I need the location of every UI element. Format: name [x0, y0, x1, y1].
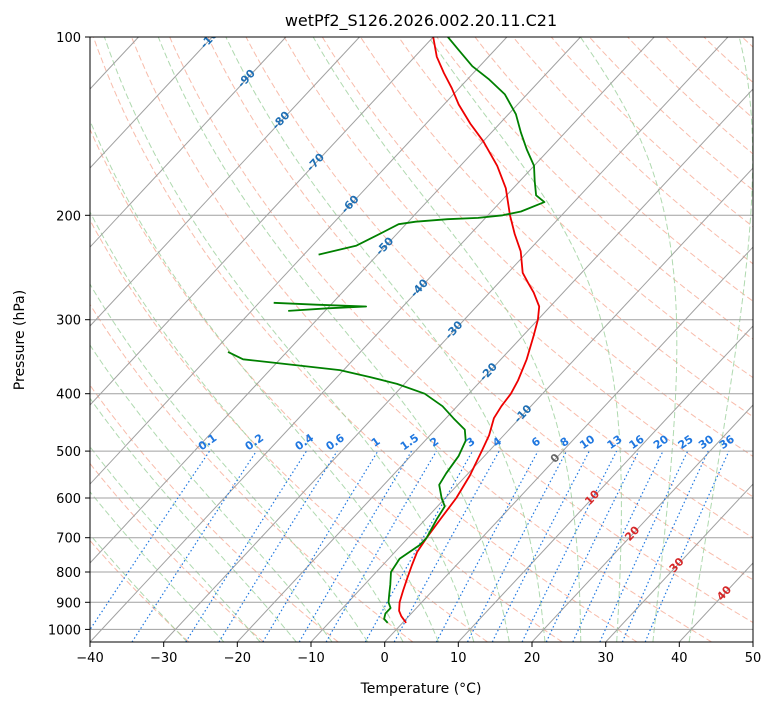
dry-adiabat-line: [436, 37, 753, 340]
isotherm-line: [90, 37, 434, 406]
y-tick-label: 100: [56, 31, 81, 46]
y-tick-label: 700: [56, 532, 81, 547]
moist-adiabat-line: [579, 37, 678, 642]
isotherm-line: [236, 88, 753, 642]
isotherm-line: [384, 246, 753, 642]
moist-adiabat-line: [157, 37, 510, 642]
mixing-ratio-line: [435, 450, 539, 642]
y-tick-label: 1000: [48, 623, 81, 638]
isotherm-line: [90, 37, 581, 564]
mixing-ratio-line: [521, 450, 618, 642]
isotherm-line: [163, 37, 729, 642]
y-tick-label: 800: [56, 566, 81, 581]
moist-adiabat-line: [90, 397, 297, 642]
x-axis: −40 −30 −20 −10 0 10 20 30 40 50: [76, 642, 761, 666]
x-tick-label: −10: [297, 651, 324, 666]
isobars: [90, 37, 753, 630]
x-tick-label: 0: [381, 651, 389, 666]
dewpoint-top-trace: [318, 37, 546, 256]
moist-adiabat-line: [90, 533, 188, 642]
isotherm-line: [90, 37, 213, 169]
x-axis-title: Temperature (°C): [360, 681, 482, 697]
dry-adiabat-line: [474, 37, 753, 302]
mixing-ratio-line: [393, 450, 500, 642]
y-axis: 100 200 300 400 500 600 700 800 900 1000: [48, 31, 90, 638]
moist-adiabats: [90, 37, 753, 642]
dry-adiabat-line: [131, 37, 712, 642]
y-tick-label: 500: [56, 445, 81, 460]
isotherms: [90, 37, 753, 642]
y-tick-label: 900: [56, 596, 81, 611]
x-tick-label: −20: [224, 651, 251, 666]
isotherm-line: [310, 167, 753, 642]
moist-adiabat-line: [688, 37, 753, 642]
isotherm-line: [90, 37, 508, 485]
y-tick-label: 400: [56, 388, 81, 403]
x-tick-label: −30: [150, 651, 177, 666]
x-tick-label: 30: [597, 651, 614, 666]
x-tick-label: 50: [745, 651, 762, 666]
mixing-ratio-line: [218, 450, 338, 642]
moist-adiabat-line: [428, 37, 622, 642]
moist-adiabat-line: [312, 37, 582, 642]
moist-adiabat-line: [90, 283, 369, 642]
mixing-ratio-line: [185, 450, 307, 642]
mixing-ratio-line: [621, 450, 709, 642]
dry-adiabat-line: [207, 37, 753, 581]
moist-adiabat-line: [90, 119, 439, 642]
mixing-ratio-line: [90, 450, 211, 631]
x-tick-label: 40: [671, 651, 688, 666]
x-tick-label: 10: [450, 651, 467, 666]
y-tick-label: 600: [56, 492, 81, 507]
mixing-ratio-line: [644, 450, 730, 642]
mixing-ratio-lines: [90, 450, 730, 642]
sounding-traces: [227, 37, 546, 624]
isotherm-line: [90, 37, 655, 642]
isotherm-line: [457, 325, 753, 642]
mixing-ratio-line: [364, 450, 474, 642]
plot-frame: [89, 36, 754, 643]
dry-adiabat-line: [169, 37, 753, 624]
moist-adiabat-line: [90, 445, 261, 642]
dewpoint-upper-trace: [273, 301, 367, 312]
temperature-trace: [398, 37, 541, 624]
isotherm-line: [531, 404, 753, 642]
x-tick-label: −40: [76, 651, 103, 666]
isotherm-line: [90, 37, 360, 327]
chart-title: wetPf2_S126.2026.002.20.11.C21: [285, 11, 557, 31]
mixing-ratio-line: [491, 450, 590, 642]
dry-adiabat-line: [92, 37, 638, 642]
dry-adiabat-line: [360, 37, 753, 418]
dry-adiabat-line: [90, 462, 264, 642]
isotherm-line: [90, 37, 287, 248]
y-axis-title: Pressure (hPa): [12, 290, 28, 390]
y-tick-label: 200: [56, 209, 81, 224]
moist-adiabat-line: [103, 37, 475, 642]
moist-adiabat-line: [90, 490, 225, 642]
dry-adiabat-line: [90, 128, 563, 642]
y-tick-label: 300: [56, 314, 81, 329]
dry-adiabat-line: [90, 219, 488, 642]
moist-adiabat-line: [90, 210, 404, 642]
dewpoint-trace: [227, 351, 467, 624]
moist-adiabat-line: [90, 344, 333, 642]
mixing-ratio-line: [131, 450, 257, 642]
mixing-ratio-line: [262, 450, 379, 642]
x-tick-label: 20: [524, 651, 541, 666]
isotherm-line: [605, 483, 753, 642]
